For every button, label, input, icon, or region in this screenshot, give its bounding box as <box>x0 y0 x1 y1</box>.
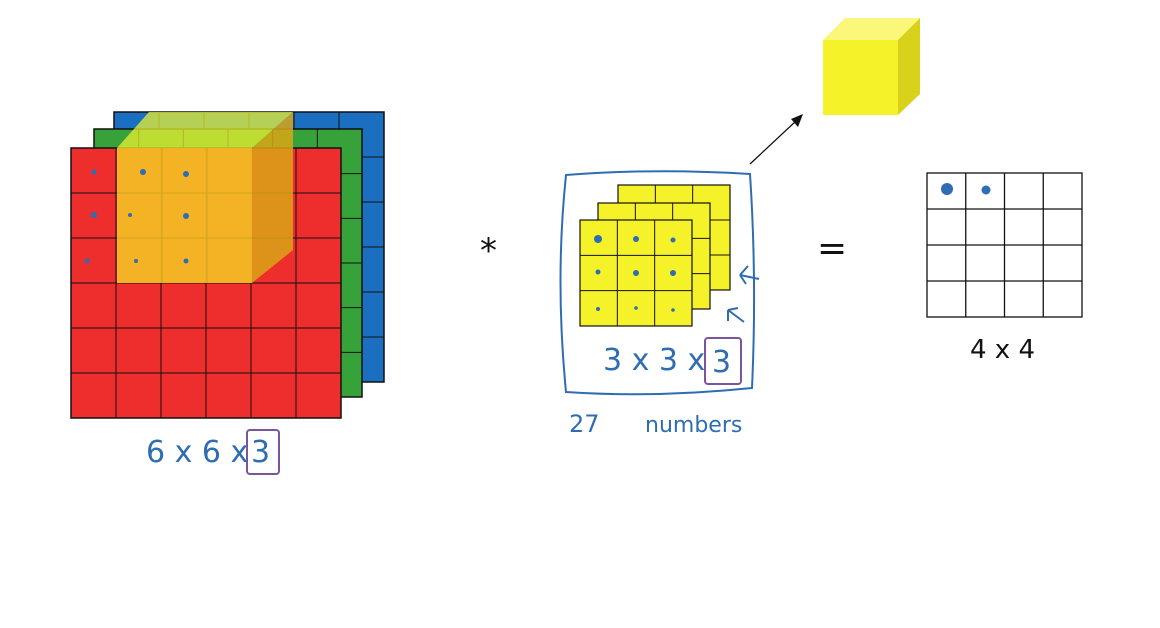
equals-sign: = <box>817 228 847 269</box>
filter-channels-value: 3 <box>712 345 731 380</box>
filter-cube-icon <box>823 18 920 115</box>
filter-channels-box <box>704 337 742 385</box>
receptive-field-cube <box>117 112 293 283</box>
arrow-to-cube <box>749 114 803 165</box>
input-size-prefix: 6 x 6 x <box>146 435 248 470</box>
convolution-operator: * <box>480 231 497 271</box>
filter-size-prefix: 3 x 3 x <box>603 343 705 378</box>
input-dots <box>84 169 189 264</box>
parameter-count: 27 <box>569 410 600 438</box>
input-channels-box <box>246 429 280 475</box>
input-channels-value: 3 <box>251 435 270 470</box>
input-volume <box>70 111 385 419</box>
output-size-label: 4 x 4 <box>970 335 1035 365</box>
parameter-word: numbers <box>645 413 742 438</box>
filter-outline <box>559 170 756 396</box>
filter-parameter-note: 27 numbers <box>569 410 742 438</box>
filter-layer-arrows <box>727 265 760 323</box>
output-dots <box>941 183 991 195</box>
input-size-label: 6 x 6 x 3 <box>146 429 280 475</box>
output-grid <box>926 172 1083 318</box>
filter-volume <box>559 170 760 396</box>
filter-size-label: 3 x 3 x 3 <box>603 337 742 385</box>
filter-dots <box>594 235 676 312</box>
